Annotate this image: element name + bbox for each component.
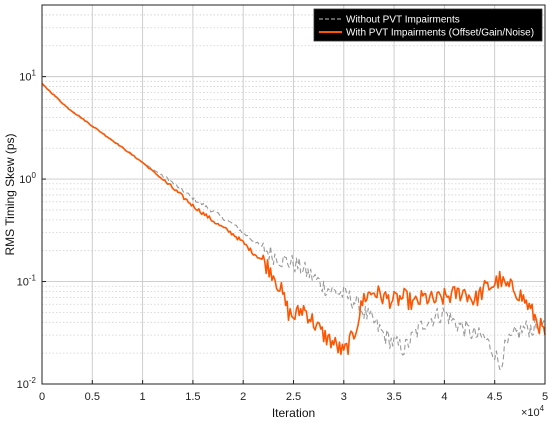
x-tick-label: 5 bbox=[542, 391, 548, 403]
x-tick-label: 0 bbox=[39, 391, 45, 403]
series-layer bbox=[41, 82, 546, 370]
legend-entry-with-pvt: With PVT Impairments (Offset/Gain/Noise) bbox=[346, 28, 534, 39]
x-axis-multiplier-base: ×10 bbox=[521, 407, 540, 419]
x-tick-label: 1.5 bbox=[185, 391, 200, 403]
legend-entry-without-pvt: Without PVT Impairments bbox=[346, 15, 460, 26]
x-axis-ticks: 0 0.5 1 1.5 2 2.5 3 3.5 4 4.5 5 bbox=[39, 380, 548, 403]
x-tick-label: 1 bbox=[140, 391, 146, 403]
y-axis-ticks: 10-2 10-1 100 101 bbox=[17, 69, 46, 391]
x-tick-label: 2.5 bbox=[286, 391, 301, 403]
x-axis-multiplier: ×104 bbox=[521, 404, 545, 419]
x-tick-label: 4 bbox=[441, 391, 447, 403]
x-axis-multiplier-exp: 4 bbox=[540, 404, 545, 413]
x-tick-label: 2 bbox=[240, 391, 246, 403]
y-tick-label: 10-2 bbox=[17, 376, 37, 391]
y-tick-label: 10-1 bbox=[17, 274, 37, 289]
x-tick-label: 3 bbox=[341, 391, 347, 403]
legend: Without PVT Impairments With PVT Impairm… bbox=[313, 8, 543, 42]
x-axis-label: Iteration bbox=[272, 406, 315, 420]
x-tick-label: 3.5 bbox=[386, 391, 401, 403]
y-tick-label: 101 bbox=[19, 69, 36, 84]
major-grid bbox=[42, 5, 545, 385]
series-line-without-pvt bbox=[41, 83, 546, 370]
y-axis-label: RMS Timing Skew (ps) bbox=[3, 133, 17, 255]
x-tick-label: 4.5 bbox=[487, 391, 502, 403]
y-tick-label: 100 bbox=[19, 171, 36, 186]
series-line-with-pvt bbox=[41, 82, 546, 356]
x-tick-label: 0.5 bbox=[85, 391, 100, 403]
legend-box bbox=[313, 8, 543, 42]
